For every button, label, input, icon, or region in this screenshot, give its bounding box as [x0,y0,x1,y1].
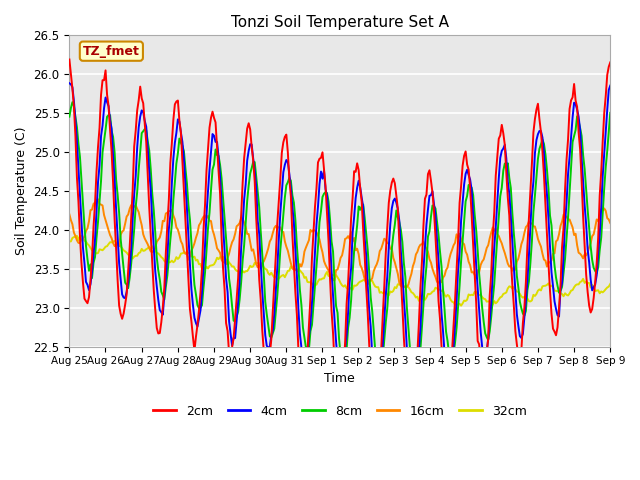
Line: 8cm: 8cm [69,102,611,384]
2cm [132,128,140,133]
4cm [411,404,419,409]
Line: 4cm: 4cm [69,83,611,407]
32cm [457,303,465,309]
16cm [255,262,263,268]
32cm [65,239,73,244]
2cm [302,368,310,374]
Y-axis label: Soil Temperature (C): Soil Temperature (C) [15,127,28,255]
8cm [228,303,236,309]
4cm [65,80,73,86]
Line: 32cm: 32cm [69,236,611,306]
32cm [133,253,141,259]
4cm [245,148,253,154]
16cm [246,240,254,245]
8cm [579,153,587,158]
X-axis label: Time: Time [324,372,355,385]
16cm [401,284,409,290]
8cm [65,114,73,120]
2cm [254,244,262,250]
2cm [245,120,253,126]
32cm [246,263,254,269]
Title: Tonzi Soil Temperature Set A: Tonzi Soil Temperature Set A [231,15,449,30]
2cm [578,178,586,184]
8cm [246,170,254,176]
16cm [65,212,73,217]
2cm [408,416,415,421]
8cm [412,381,420,386]
2cm [607,60,614,65]
16cm [228,240,236,245]
Line: 16cm: 16cm [69,199,611,287]
8cm [133,189,141,195]
16cm [133,206,141,212]
32cm [73,233,81,239]
16cm [94,196,102,202]
32cm [228,264,236,269]
32cm [579,276,587,282]
8cm [68,99,76,105]
16cm [579,255,587,261]
4cm [254,218,262,224]
4cm [607,83,614,88]
4cm [578,156,586,161]
Legend: 2cm, 4cm, 8cm, 16cm, 32cm: 2cm, 4cm, 8cm, 16cm, 32cm [148,400,531,423]
32cm [303,279,311,285]
16cm [607,220,614,226]
Text: TZ_fmet: TZ_fmet [83,45,140,58]
8cm [255,204,263,210]
4cm [302,357,310,362]
16cm [303,241,311,247]
32cm [255,261,263,266]
2cm [227,357,234,363]
8cm [607,110,614,116]
4cm [132,173,140,179]
2cm [65,57,73,62]
Line: 2cm: 2cm [69,60,611,419]
32cm [607,281,614,287]
4cm [227,331,234,337]
8cm [303,344,311,350]
